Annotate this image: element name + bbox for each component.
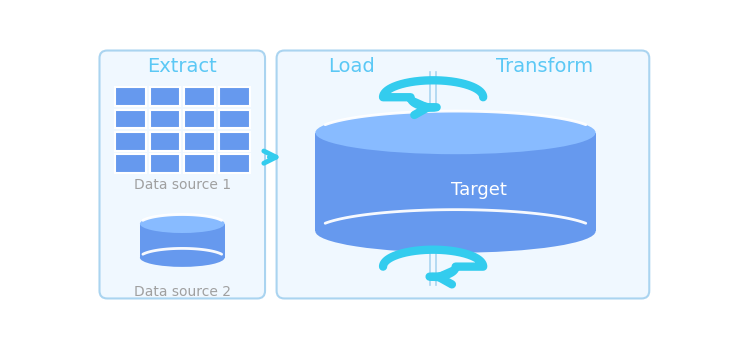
- Text: Extract: Extract: [147, 57, 217, 76]
- FancyBboxPatch shape: [184, 132, 215, 151]
- FancyBboxPatch shape: [219, 132, 250, 151]
- Ellipse shape: [140, 215, 225, 233]
- FancyBboxPatch shape: [149, 154, 180, 173]
- Text: Transform: Transform: [496, 57, 594, 76]
- Bar: [140, 224, 225, 258]
- FancyBboxPatch shape: [219, 154, 250, 173]
- Ellipse shape: [315, 111, 596, 154]
- Text: Data source 1: Data source 1: [134, 178, 231, 192]
- Bar: [315, 133, 596, 231]
- Text: Load: Load: [328, 57, 375, 76]
- Text: Data source 2: Data source 2: [134, 284, 231, 299]
- FancyBboxPatch shape: [184, 154, 215, 173]
- FancyBboxPatch shape: [149, 132, 180, 151]
- FancyBboxPatch shape: [115, 132, 146, 151]
- Ellipse shape: [315, 209, 596, 253]
- FancyBboxPatch shape: [115, 154, 146, 173]
- Ellipse shape: [140, 248, 225, 267]
- FancyBboxPatch shape: [149, 110, 180, 128]
- FancyBboxPatch shape: [184, 87, 215, 106]
- FancyBboxPatch shape: [219, 110, 250, 128]
- FancyBboxPatch shape: [277, 51, 649, 299]
- FancyBboxPatch shape: [100, 51, 265, 299]
- FancyBboxPatch shape: [115, 87, 146, 106]
- FancyBboxPatch shape: [149, 87, 180, 106]
- FancyBboxPatch shape: [184, 110, 215, 128]
- FancyBboxPatch shape: [115, 110, 146, 128]
- Text: Target: Target: [451, 181, 507, 198]
- FancyBboxPatch shape: [219, 87, 250, 106]
